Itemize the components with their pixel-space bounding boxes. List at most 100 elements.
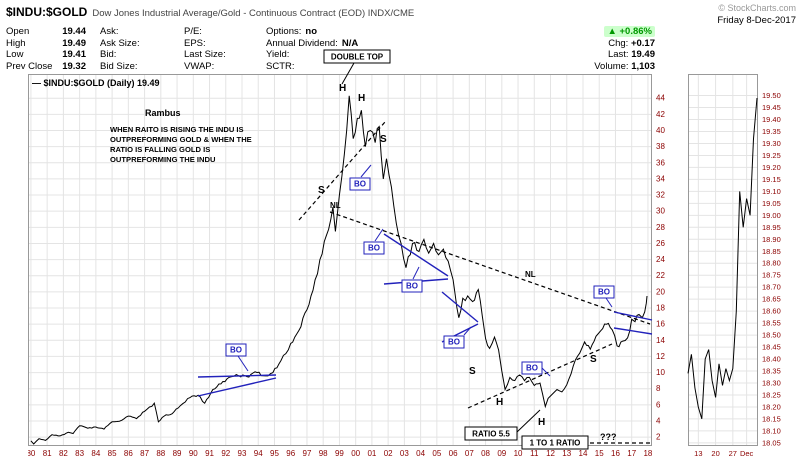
svg-text:95: 95	[270, 449, 279, 458]
high-label: High	[6, 37, 26, 49]
callout-box	[225, 343, 247, 357]
svg-text:18: 18	[656, 304, 665, 313]
copyright: © StockCharts.com	[718, 3, 796, 13]
ratio-note-line: WHEN RAITO IS RISING THE INDU IS	[110, 125, 244, 134]
svg-text:18.15: 18.15	[762, 414, 781, 423]
svg-text:15: 15	[595, 449, 604, 458]
dividend-label: Annual Dividend:	[266, 37, 338, 49]
svg-text:99: 99	[335, 449, 344, 458]
svg-text:18.45: 18.45	[762, 343, 781, 352]
bid-label: Bid:	[100, 49, 117, 60]
change-value: +0.17	[630, 37, 655, 49]
svg-text:18.30: 18.30	[762, 379, 781, 388]
ask-size-label: Ask Size:	[100, 37, 140, 49]
question-marks: ???	[600, 432, 617, 442]
pattern-letter: S	[469, 366, 476, 377]
grid	[28, 74, 652, 446]
svg-text:18: 18	[643, 449, 652, 458]
svg-text:18.70: 18.70	[762, 283, 781, 292]
open-value: 19.44	[62, 26, 86, 37]
svg-text:19.50: 19.50	[762, 91, 781, 100]
svg-text:32: 32	[656, 191, 665, 200]
last-size-label: Last Size:	[184, 49, 226, 60]
svg-text:07: 07	[465, 449, 474, 458]
change-percent-badge: ▲ +0.86%	[604, 26, 655, 37]
svg-text:20: 20	[711, 449, 719, 458]
svg-text:40: 40	[656, 126, 665, 135]
pe-label: P/E:	[184, 26, 202, 37]
svg-text:97: 97	[303, 449, 312, 458]
percent-change-value: +0.86%	[619, 26, 653, 37]
change-label: Chg:	[608, 37, 629, 49]
last-value: 19.49	[631, 49, 655, 60]
svg-text:89: 89	[173, 449, 182, 458]
svg-text:13: 13	[562, 449, 571, 458]
svg-text:08: 08	[481, 449, 490, 458]
svg-text:44: 44	[656, 94, 665, 103]
pattern-line	[197, 374, 277, 378]
quote-prevclose-row: Prev Close 19.32	[6, 61, 86, 73]
svg-text:6: 6	[656, 400, 661, 409]
svg-text:18.20: 18.20	[762, 402, 781, 411]
price-line	[687, 97, 758, 420]
svg-text:80: 80	[28, 449, 36, 458]
svg-text:91: 91	[205, 449, 214, 458]
svg-text:87: 87	[140, 449, 149, 458]
callout-text: DOUBLE TOP	[331, 53, 384, 62]
svg-text:06: 06	[449, 449, 458, 458]
pattern-line	[383, 233, 449, 277]
svg-text:18.85: 18.85	[762, 247, 781, 256]
quote-date: Friday 8-Dec-2017	[717, 15, 796, 26]
svg-text:98: 98	[319, 449, 328, 458]
callout-text: BO	[354, 180, 366, 189]
dividend-row: Annual Dividend: N/A	[266, 38, 358, 50]
svg-text:85: 85	[108, 449, 117, 458]
plot-border	[688, 74, 758, 446]
svg-text:18.65: 18.65	[762, 295, 781, 304]
main-chart: 2468101214161820222426283032343638404244…	[28, 49, 665, 458]
vwap-label: VWAP:	[184, 60, 215, 72]
plot-border	[28, 74, 652, 446]
svg-text:20: 20	[656, 287, 665, 296]
svg-text:84: 84	[91, 449, 100, 458]
axis-labels: 19.50 19.45 19.40 19.35 19.30 19.25 19.20 19.15…	[694, 91, 781, 458]
svg-text:19.40: 19.40	[762, 115, 781, 124]
svg-text:19.10: 19.10	[762, 187, 781, 196]
callout-text: BO	[230, 346, 242, 355]
svg-text:24: 24	[656, 255, 665, 264]
svg-text:17: 17	[627, 449, 636, 458]
svg-text:18.25: 18.25	[762, 390, 781, 399]
pattern-letter: H	[496, 397, 503, 408]
callout-box	[593, 285, 615, 299]
svg-text:4: 4	[656, 416, 661, 425]
pattern-line	[197, 377, 277, 397]
svg-text:26: 26	[656, 239, 665, 248]
callout-box	[443, 335, 465, 349]
svg-text:93: 93	[238, 449, 247, 458]
svg-text:18.05: 18.05	[762, 438, 781, 447]
callout-box	[521, 435, 589, 450]
pattern-letter: NL	[525, 270, 536, 279]
svg-text:83: 83	[75, 449, 84, 458]
quote-high-row: High 19.49	[6, 38, 86, 50]
quote-open-row: Open 19.44	[6, 26, 86, 38]
last-row: Last: 19.49	[455, 49, 655, 61]
trendline-dashed	[329, 211, 651, 325]
open-label: Open	[6, 26, 30, 37]
pattern-letter: S	[590, 354, 597, 365]
svg-text:34: 34	[656, 174, 665, 183]
svg-text:18.60: 18.60	[762, 307, 781, 316]
axis-labels: 2468101214161820222426283032343638404244…	[28, 94, 665, 458]
prev-close-value: 19.32	[62, 60, 86, 72]
svg-text:19.25: 19.25	[762, 151, 781, 160]
svg-text:86: 86	[124, 449, 133, 458]
options-label: Options:	[266, 26, 302, 37]
quote-panel: Open 19.44 High 19.49 Low 19.41 Prev Close 1…	[6, 26, 655, 73]
svg-text:90: 90	[189, 449, 198, 458]
quote-col-ohlc: Open 19.44 High 19.49 Low 19.41 Prev Close 1…	[6, 26, 86, 72]
svg-text:02: 02	[384, 449, 393, 458]
dividend-value: N/A	[341, 37, 359, 49]
callout-text: BO	[448, 338, 460, 347]
